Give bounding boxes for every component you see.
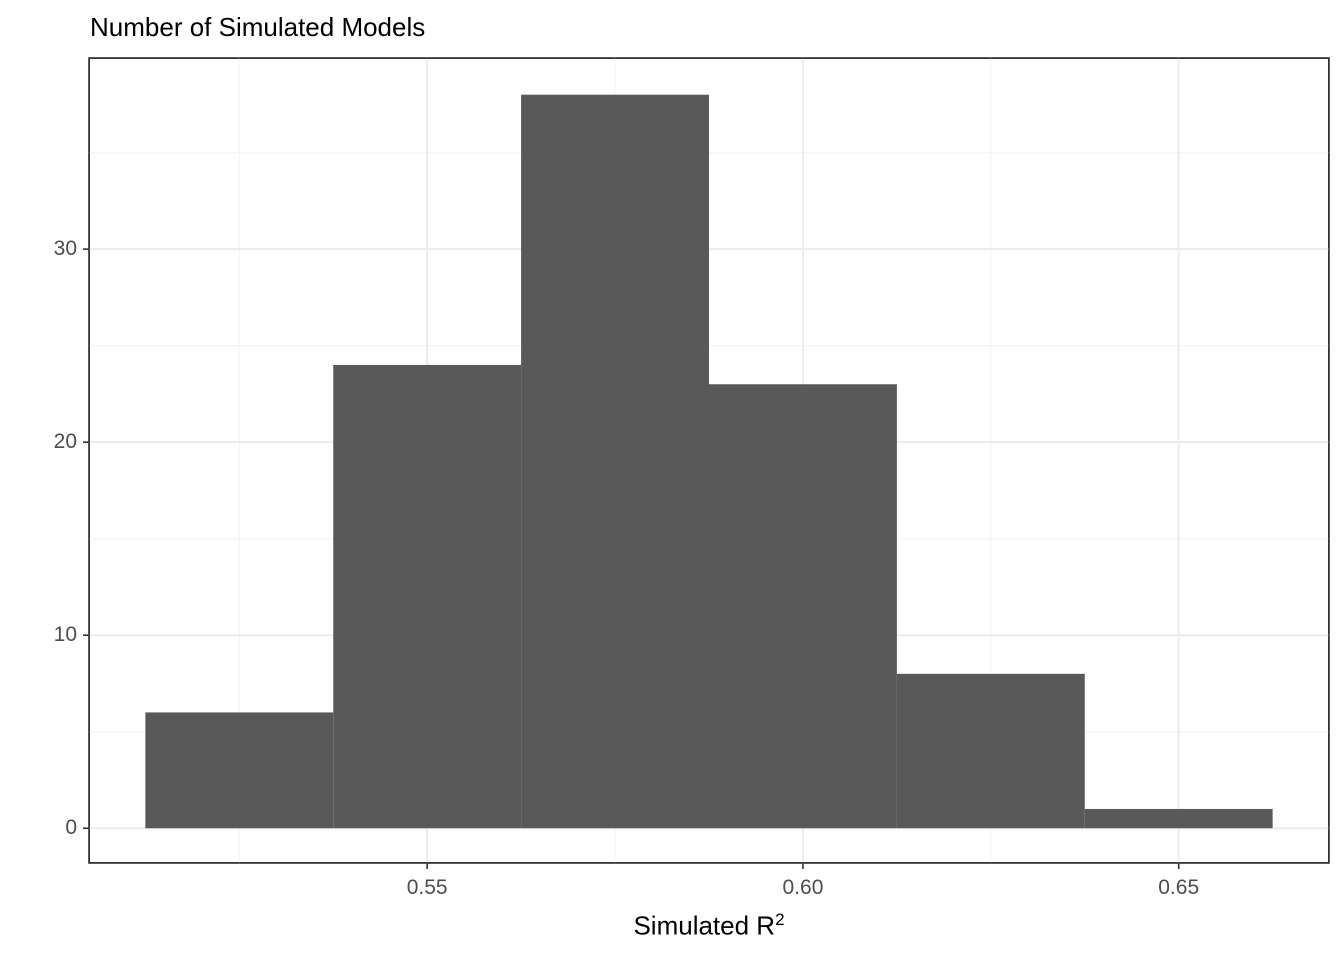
histogram-bar bbox=[709, 384, 897, 829]
y-tick-label: 30 bbox=[53, 237, 77, 261]
x-tick-label: 0.60 bbox=[782, 876, 824, 899]
histogram-bar bbox=[1084, 808, 1273, 829]
y-tick-label: 20 bbox=[53, 430, 77, 454]
x-axis-label-superscript: 2 bbox=[775, 910, 785, 929]
histogram-bar bbox=[521, 94, 709, 829]
x-tick-label: 0.55 bbox=[406, 876, 448, 899]
x-axis-label: Simulated R2 bbox=[0, 910, 1344, 942]
histogram-bar bbox=[333, 364, 522, 829]
y-tick-label: 10 bbox=[53, 623, 77, 647]
histogram-bar bbox=[896, 673, 1085, 829]
histogram-bar bbox=[145, 712, 334, 829]
x-axis-label-text: Simulated R bbox=[633, 910, 776, 941]
chart-title: Number of Simulated Models bbox=[90, 12, 426, 42]
y-tick-label: 0 bbox=[65, 816, 77, 840]
x-tick-label: 0.65 bbox=[1158, 876, 1200, 899]
